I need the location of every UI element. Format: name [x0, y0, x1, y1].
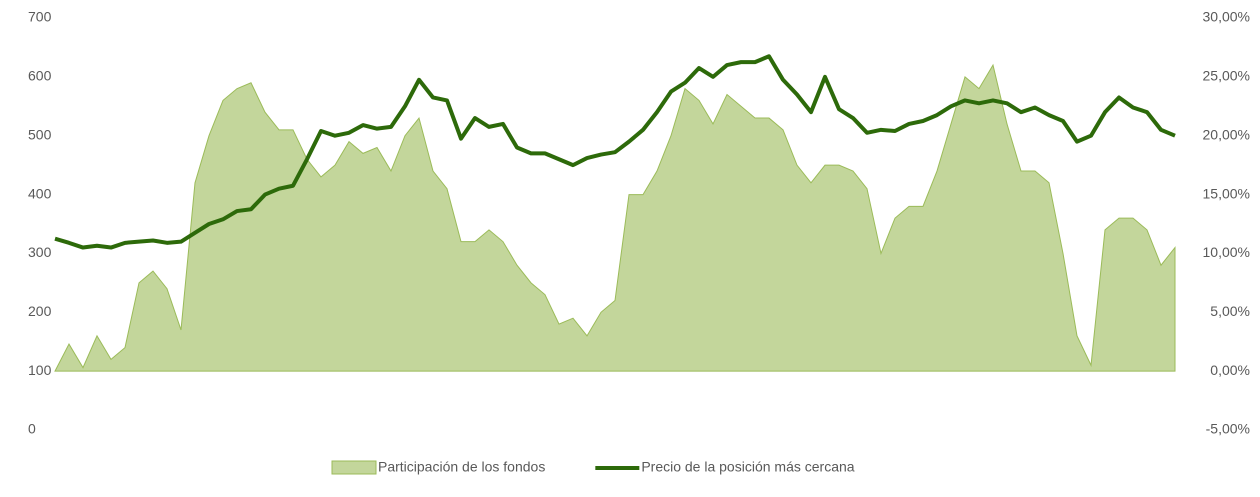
y-tick-label: 300 [28, 244, 52, 260]
y2-tick-label: 30,00% [1203, 9, 1250, 25]
y-tick-label: 400 [28, 185, 52, 201]
line [54, 54, 1176, 250]
y2-tick-label: -5,00% [1206, 421, 1250, 437]
y-tick-label: 700 [28, 9, 52, 25]
y2-tick-label: 0,00% [1210, 362, 1250, 378]
legend-swatch [331, 460, 377, 475]
y2-tick-label: 5,00% [1210, 303, 1250, 319]
y-tick-label: 600 [28, 68, 52, 84]
y2-tick-label: 20,00% [1203, 126, 1250, 142]
y-tick-label: 200 [28, 303, 52, 319]
y2-tick-label: 15,00% [1203, 185, 1250, 201]
y2-tick-label: 25,00% [1203, 68, 1250, 84]
y2-tick-label: 10,00% [1203, 244, 1250, 260]
y-tick-label: 100 [28, 362, 52, 378]
area [54, 63, 1176, 372]
y-tick-label: 500 [28, 126, 52, 142]
legend-label: Participación de los fondos [378, 459, 545, 475]
legend-label: Precio de la posición más cercana [641, 459, 854, 475]
y-tick-label: 0 [28, 421, 36, 437]
